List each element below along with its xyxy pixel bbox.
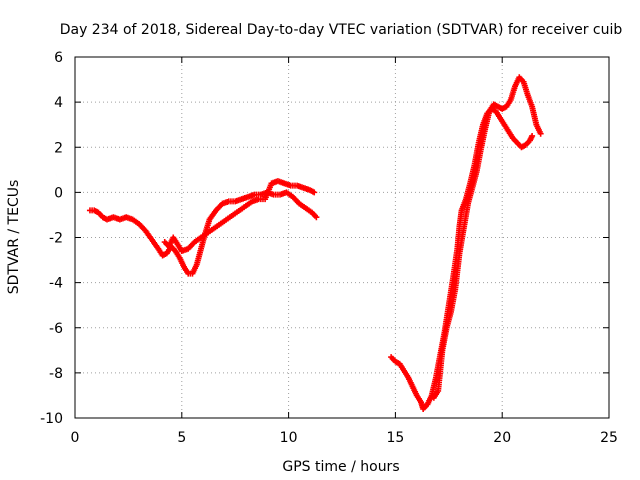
- y-axis-label: SDTVAR / TECUs: [6, 180, 22, 295]
- data-point: [537, 130, 544, 137]
- series-day-segment-upper: [161, 178, 318, 255]
- data-point: [313, 214, 320, 221]
- y-tick-label: -8: [49, 366, 63, 382]
- y-tick-label: 2: [54, 140, 63, 156]
- data-point: [529, 132, 536, 139]
- y-tick-label: -10: [40, 411, 63, 427]
- chart-title: Day 234 of 2018, Sidereal Day-to-day VTE…: [60, 22, 623, 38]
- x-tick-label: 25: [600, 430, 618, 446]
- plot-frame: [74, 56, 610, 419]
- series-night-segment-upper: [430, 74, 544, 401]
- x-tick-label: 5: [177, 430, 186, 446]
- series-day-segment-lower: [86, 189, 320, 277]
- y-tick-label: -4: [49, 276, 63, 292]
- x-tick-label: 20: [493, 430, 511, 446]
- grid-lines: [75, 57, 609, 418]
- y-tick-label: 0: [54, 185, 63, 201]
- x-tick-label: 10: [280, 430, 298, 446]
- y-tick-label: 4: [54, 95, 63, 111]
- x-tick-label: 0: [71, 430, 80, 446]
- x-axis-label: GPS time / hours: [282, 459, 399, 475]
- y-tick-label: 6: [54, 50, 63, 66]
- y-tick-label: -2: [49, 231, 63, 247]
- tick-labels: 0 5 10 15 20 25 -10 -8 -6 -4 -2 0 2 4 6: [40, 50, 618, 446]
- data-points: [86, 74, 544, 412]
- x-tick-label: 15: [386, 430, 404, 446]
- y-tick-label: -6: [49, 321, 63, 337]
- data-point: [311, 189, 318, 196]
